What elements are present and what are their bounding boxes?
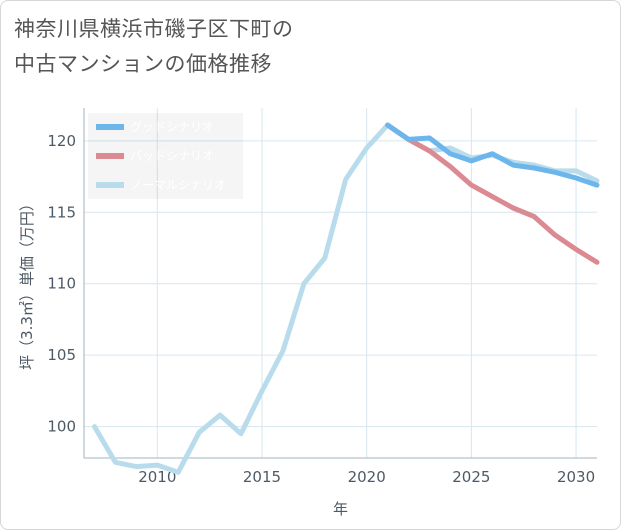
x-tick-label: 2030 <box>557 468 595 486</box>
y-tick-label: 120 <box>47 132 76 150</box>
chart-title-line-2: 中古マンションの価格推移 <box>14 52 272 76</box>
y-tick-label: 100 <box>47 418 76 436</box>
y-tick-label: 115 <box>47 203 76 221</box>
axes: 2010 2015 2020 2025 2030 100 105 110 115 120 <box>47 108 597 486</box>
x-tick-label: 2025 <box>452 468 490 486</box>
legend-label: ノーマルシナリオ <box>130 178 226 192</box>
y-tick-label: 110 <box>47 275 76 293</box>
y-tick-label: 105 <box>47 346 76 364</box>
legend-label: バッドシナリオ <box>130 149 214 163</box>
legend-label: グッドシナリオ <box>130 120 214 134</box>
series-line-bad <box>385 122 600 265</box>
series-lines <box>92 122 600 475</box>
x-tick-label: 2010 <box>138 468 176 486</box>
y-axis-label: 坪（3.3㎡）単価（万円） <box>18 196 36 370</box>
chart-title: 神奈川県横浜市磯子区下町の 中古マンションの価格推移 <box>14 12 294 82</box>
x-tick-label: 2015 <box>243 468 281 486</box>
x-tick-label: 2020 <box>348 468 386 486</box>
chart-title-line-1: 神奈川県横浜市磯子区下町の <box>14 17 294 41</box>
x-axis-label: 年 <box>333 500 348 518</box>
series-line-good <box>385 122 600 188</box>
